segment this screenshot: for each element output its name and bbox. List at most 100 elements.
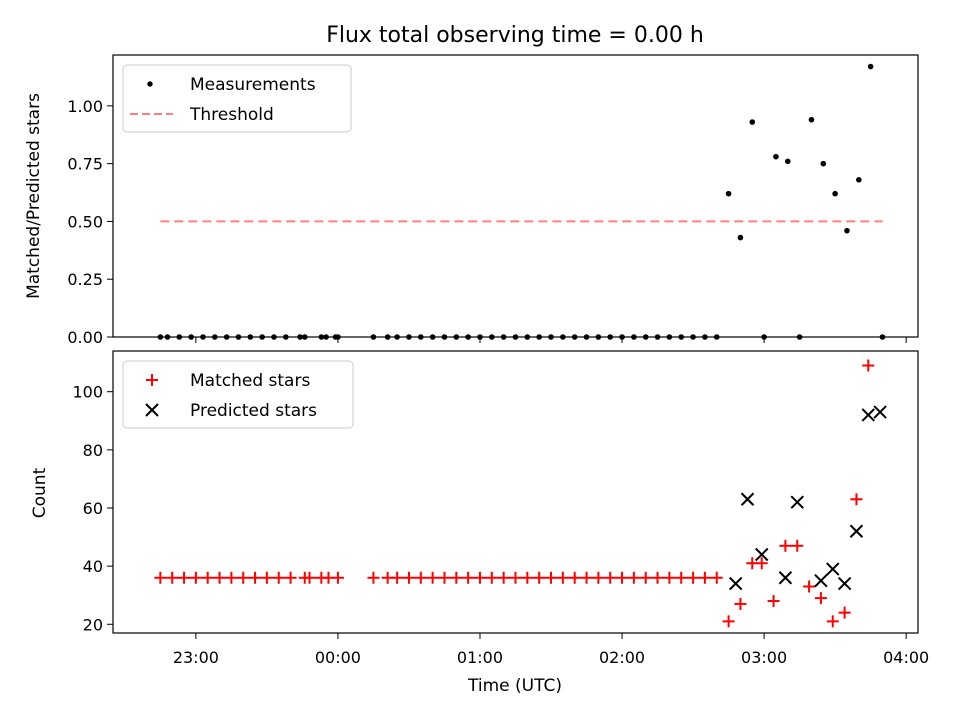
x-axis-label: Time (UTC) [467,676,562,696]
legend-measurements-marker [147,81,153,87]
matched-star-point [627,571,640,584]
matched-star-point [604,571,617,584]
top-y-tick-label: 0.25 [67,270,103,289]
bottom-y-axis-label: Count [30,467,50,518]
predicted-star-point [790,495,804,509]
matched-star-point [178,571,191,584]
predicted-star-stroke-b [873,405,887,419]
measurement-point [737,234,744,241]
predicted-star-point [873,405,887,419]
matched-star-point [497,571,510,584]
matched-star-point [462,571,475,584]
legend-matched-marker [146,374,158,386]
matched-star-point [391,571,404,584]
matched-star-point [154,571,167,584]
matched-star-point [213,571,226,584]
matched-star-point [734,597,747,610]
matched-star-point [303,571,316,584]
bottom-axes-frame [112,350,919,634]
matched-star-point [862,359,875,372]
matched-star-point [473,571,486,584]
top-y-tick-label: 0.75 [67,155,103,174]
top-panel: 0.00 0.25 0.50 0.75 1.00 Matched/Predicted s… [24,54,919,347]
matched-star-point [675,571,688,584]
measurement-point [773,153,779,160]
matched-star-point [260,571,273,584]
matched-star-point [639,571,652,584]
bottom-legend: Matched stars Predicted stars [122,360,354,429]
bottom-panel: 20 40 60 80 100 23:00 00:00 01:00 02:00 03:00 04:0… [30,350,929,696]
matched-star-point [568,571,581,584]
matched-star-point [272,571,285,584]
matched-star-point [367,571,380,584]
x-tick-label: 04:00 [883,648,929,667]
predicted-star-stroke-b [837,576,852,591]
measurement-point [844,227,850,234]
predicted-star-point [849,524,864,538]
matched-star-point [663,571,676,584]
matched-star-point [791,539,804,552]
predicted-star-point [778,571,793,585]
matched-star-point [237,571,250,584]
matched-star-point [189,571,202,584]
legend-threshold-label: Threshold [189,105,274,125]
matched-star-point [616,571,629,584]
x-tick-label: 01:00 [457,648,503,667]
bottom-y-tick-label: 80 [83,441,103,460]
predicted-star-point [837,576,852,591]
top-legend: Measurements Threshold [122,64,352,133]
measurement-point [808,116,815,123]
measurement-point [725,190,732,197]
predicted-star-stroke-b [826,562,840,576]
top-y-axis-label: Matched/Predicted stars [24,93,44,299]
matched-star-point [767,595,780,608]
matched-star-point [592,571,605,584]
predicted-star-stroke-b [755,547,769,562]
x-tick-label: 00:00 [315,648,361,667]
measurement-point [820,160,827,167]
matched-star-point [850,493,863,506]
x-tick-label: 02:00 [599,648,645,667]
x-tick-label: 23:00 [173,648,219,667]
predicted-star-stroke-b [778,571,793,585]
measurement-point [832,190,838,197]
top-axes-frame [112,54,919,338]
top-y-tick-label: 0.50 [67,212,103,231]
matched-star-point [438,571,451,584]
matched-star-point [249,571,262,584]
matched-star-point [722,615,735,628]
matched-star-point [556,571,569,584]
matched-star-point [402,571,415,584]
legend-predicted-marker [145,403,159,417]
predicted-star-stroke-b [740,492,755,506]
top-y-tick-label: 1.00 [67,97,103,116]
predicted-star-point [861,408,875,422]
top-legend-box [122,64,352,133]
matched-star-point [521,571,534,584]
top-y-tick-label: 0.00 [67,328,103,347]
predicted-star-point [740,492,755,506]
x-tick-label: 03:00 [741,648,787,667]
predicted-star-point [814,573,828,588]
predicted-star-stroke-b [814,573,828,588]
matched-star-point [545,571,558,584]
predicted-star-point [728,576,743,591]
bottom-legend-box [122,360,354,429]
predicted-star-stroke-b [861,408,875,422]
predicted-star-point [826,562,840,576]
matched-star-point [533,571,546,584]
matched-star-point [225,571,238,584]
legend-predicted-label: Predicted stars [190,401,317,421]
matched-star-point [710,571,723,584]
bottom-y-tick-label: 60 [83,499,103,518]
bottom-y-tick-label: 100 [72,383,103,402]
predicted-star-stroke-b [849,524,864,538]
matched-star-point [779,539,792,552]
measurement-point [856,177,862,183]
predicted-star-point [755,547,769,562]
matched-star-point [426,571,439,584]
matched-star-point [651,571,664,584]
matched-star-point [166,571,179,584]
legend-measurements-label: Measurements [190,75,316,95]
